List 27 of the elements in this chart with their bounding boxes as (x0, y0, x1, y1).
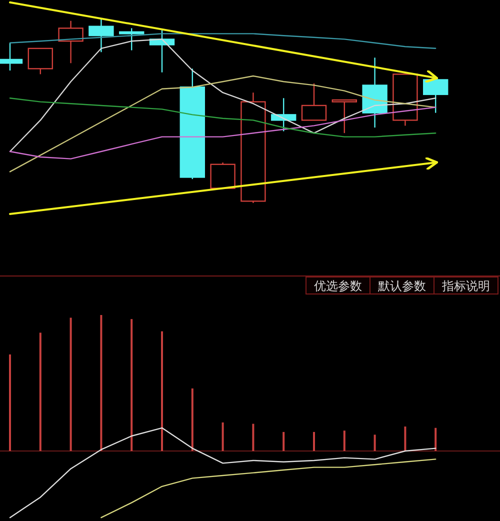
bar (434, 428, 437, 451)
candlestick (88, 18, 114, 53)
text: 优选参数 (314, 279, 362, 293)
candlestick (28, 48, 53, 75)
bar (161, 331, 163, 451)
bar (404, 426, 406, 451)
bar (282, 432, 285, 451)
candlestick (301, 82, 327, 121)
bar (343, 430, 346, 451)
bar (9, 354, 11, 451)
candlestick (271, 98, 296, 132)
bar (70, 318, 72, 451)
bar (374, 434, 376, 451)
text: 默认参数 (377, 279, 426, 293)
bar (130, 319, 133, 451)
candlestick (423, 77, 448, 114)
bar (222, 422, 224, 451)
candlestick (332, 99, 357, 134)
bar (313, 432, 315, 451)
bar (252, 424, 254, 451)
bar (100, 315, 102, 451)
candlestick (119, 28, 144, 51)
bar (191, 388, 194, 451)
candlestick (58, 20, 84, 64)
text: 指标说明 (441, 279, 490, 293)
bar (39, 332, 42, 451)
candlestick (210, 162, 236, 189)
